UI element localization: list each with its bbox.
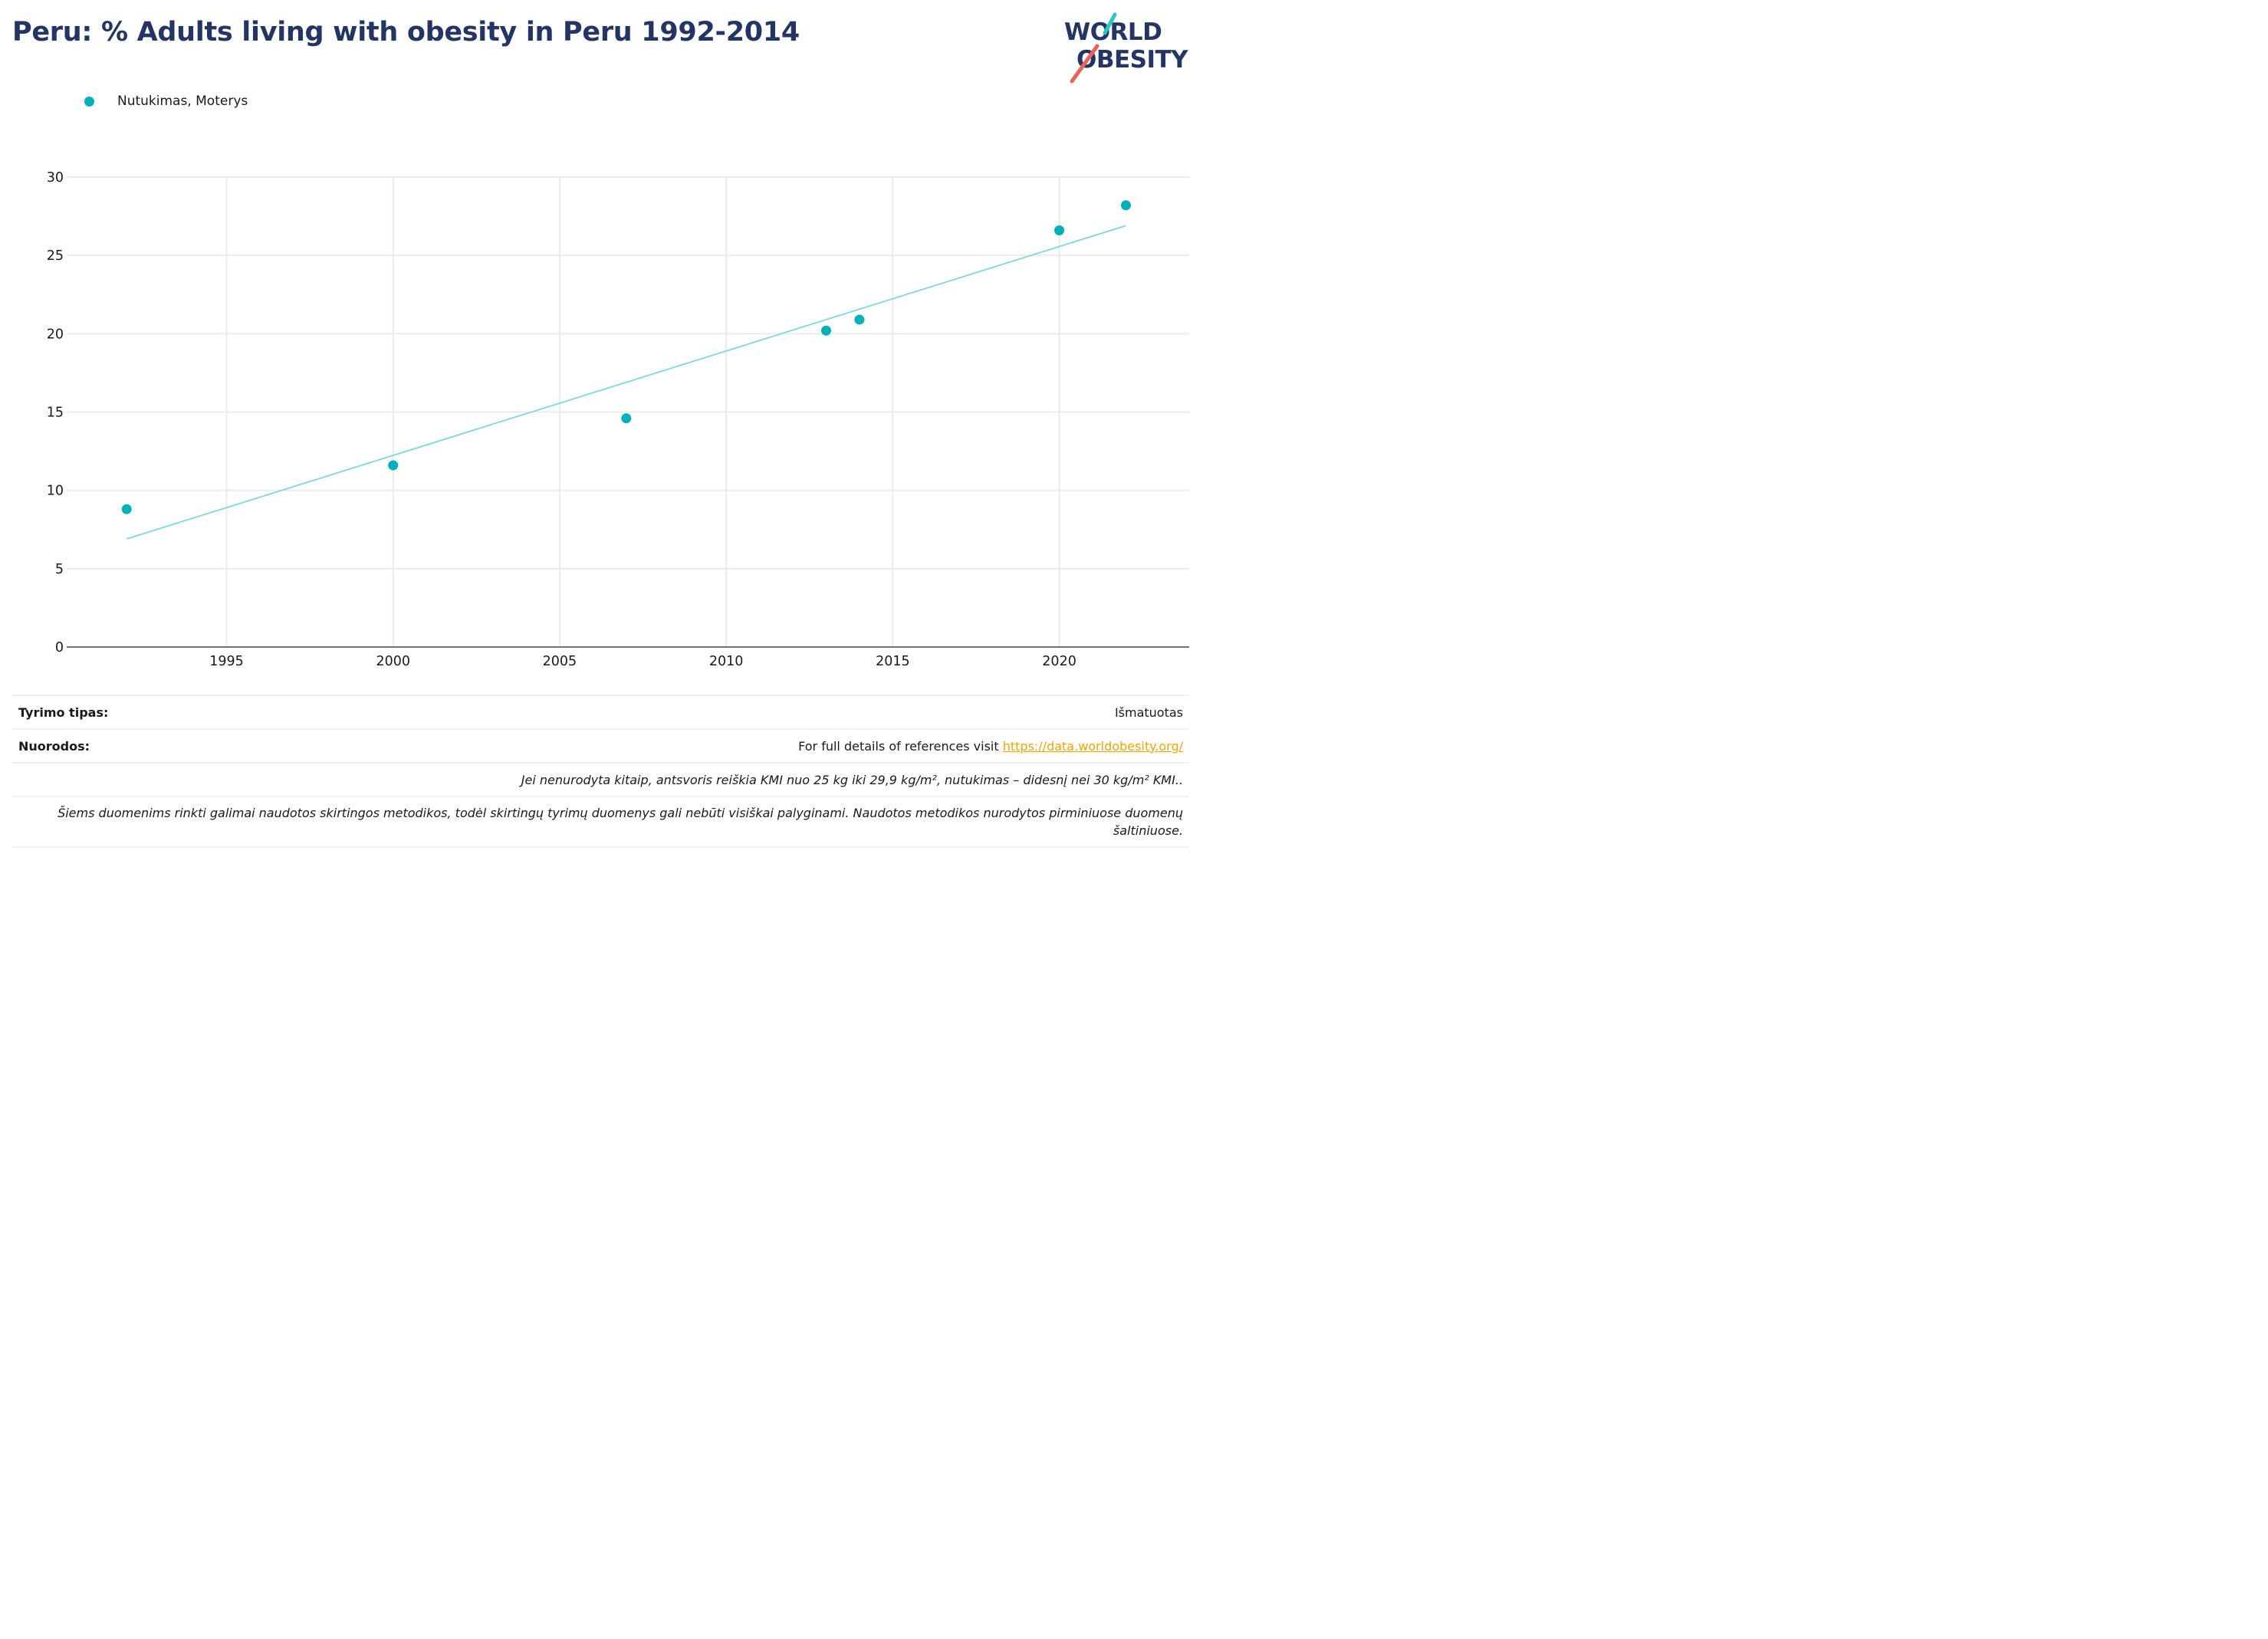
x-tick-label: 2005 [543, 654, 577, 669]
y-tick-label: 10 [47, 484, 64, 499]
y-tick-label: 0 [55, 640, 64, 655]
logo-slash-icon [1070, 12, 1117, 84]
footer-row-note-1: Jei nenurodyta kitaip, antsvoris reiškia… [12, 762, 1189, 796]
chart-footer: Tyrimo tipas: Išmatuotas Nuorodos: For f… [12, 695, 1189, 848]
footer-note-methodology: Šiems duomenims rinkti galimai naudotos … [58, 806, 1183, 838]
grid-lines [67, 176, 1189, 647]
footer-row-references: Nuorodos: For full details of references… [12, 728, 1189, 762]
x-tick-label: 1995 [209, 654, 244, 669]
y-tick-label: 30 [47, 170, 64, 186]
x-tick-label: 2000 [376, 654, 410, 669]
data-point [1054, 225, 1065, 235]
axes: 0 5 10 15 20 25 30 1995 2000 2005 2010 2015 2020 [47, 170, 1189, 669]
study-type-value: Išmatuotas [1114, 705, 1183, 720]
y-tick-label: 15 [47, 406, 64, 421]
footer-row-note-2: Šiems duomenims rinkti galimai naudotos … [12, 796, 1189, 848]
page-title: Peru: % Adults living with obesity in Pe… [12, 17, 800, 48]
footer-row-study-type: Tyrimo tipas: Išmatuotas [12, 695, 1189, 728]
logo-word-world: WORLD [1064, 18, 1162, 46]
references-link[interactable]: https://data.worldobesity.org/ [1002, 738, 1183, 754]
references-value: For full details of references visit htt… [798, 739, 1183, 754]
references-label: Nuorodos: [18, 738, 90, 754]
data-point [820, 325, 831, 336]
legend-marker [84, 96, 94, 107]
x-tick-label: 2015 [876, 654, 910, 669]
data-points [121, 200, 1131, 514]
x-tick-label: 2010 [709, 654, 744, 669]
footer-note-definition: Jei nenurodyta kitaip, antsvoris reiškia… [521, 772, 1183, 787]
y-tick-label: 20 [47, 327, 64, 342]
y-tick-label: 5 [55, 562, 64, 577]
trend-line [126, 225, 1126, 540]
references-text: For full details of references visit [798, 738, 1003, 754]
data-point [1120, 200, 1131, 211]
data-point [121, 504, 132, 514]
x-tick-label: 2020 [1042, 654, 1076, 669]
world-obesity-logo: WORLD OBESITY [1061, 12, 1193, 84]
scatter-chart: 0 5 10 15 20 25 30 1995 2000 2005 2010 2015 2020 [47, 170, 1189, 669]
study-type-label: Tyrimo tipas: [18, 705, 109, 720]
y-tick-label: 25 [47, 248, 64, 264]
trend-line-group [126, 225, 1126, 540]
legend-label: Nutukimas, Moterys [117, 94, 248, 109]
data-point [854, 314, 865, 325]
data-point [621, 413, 632, 424]
data-point [388, 460, 399, 471]
chart-legend: Nutukimas, Moterys [84, 92, 248, 110]
